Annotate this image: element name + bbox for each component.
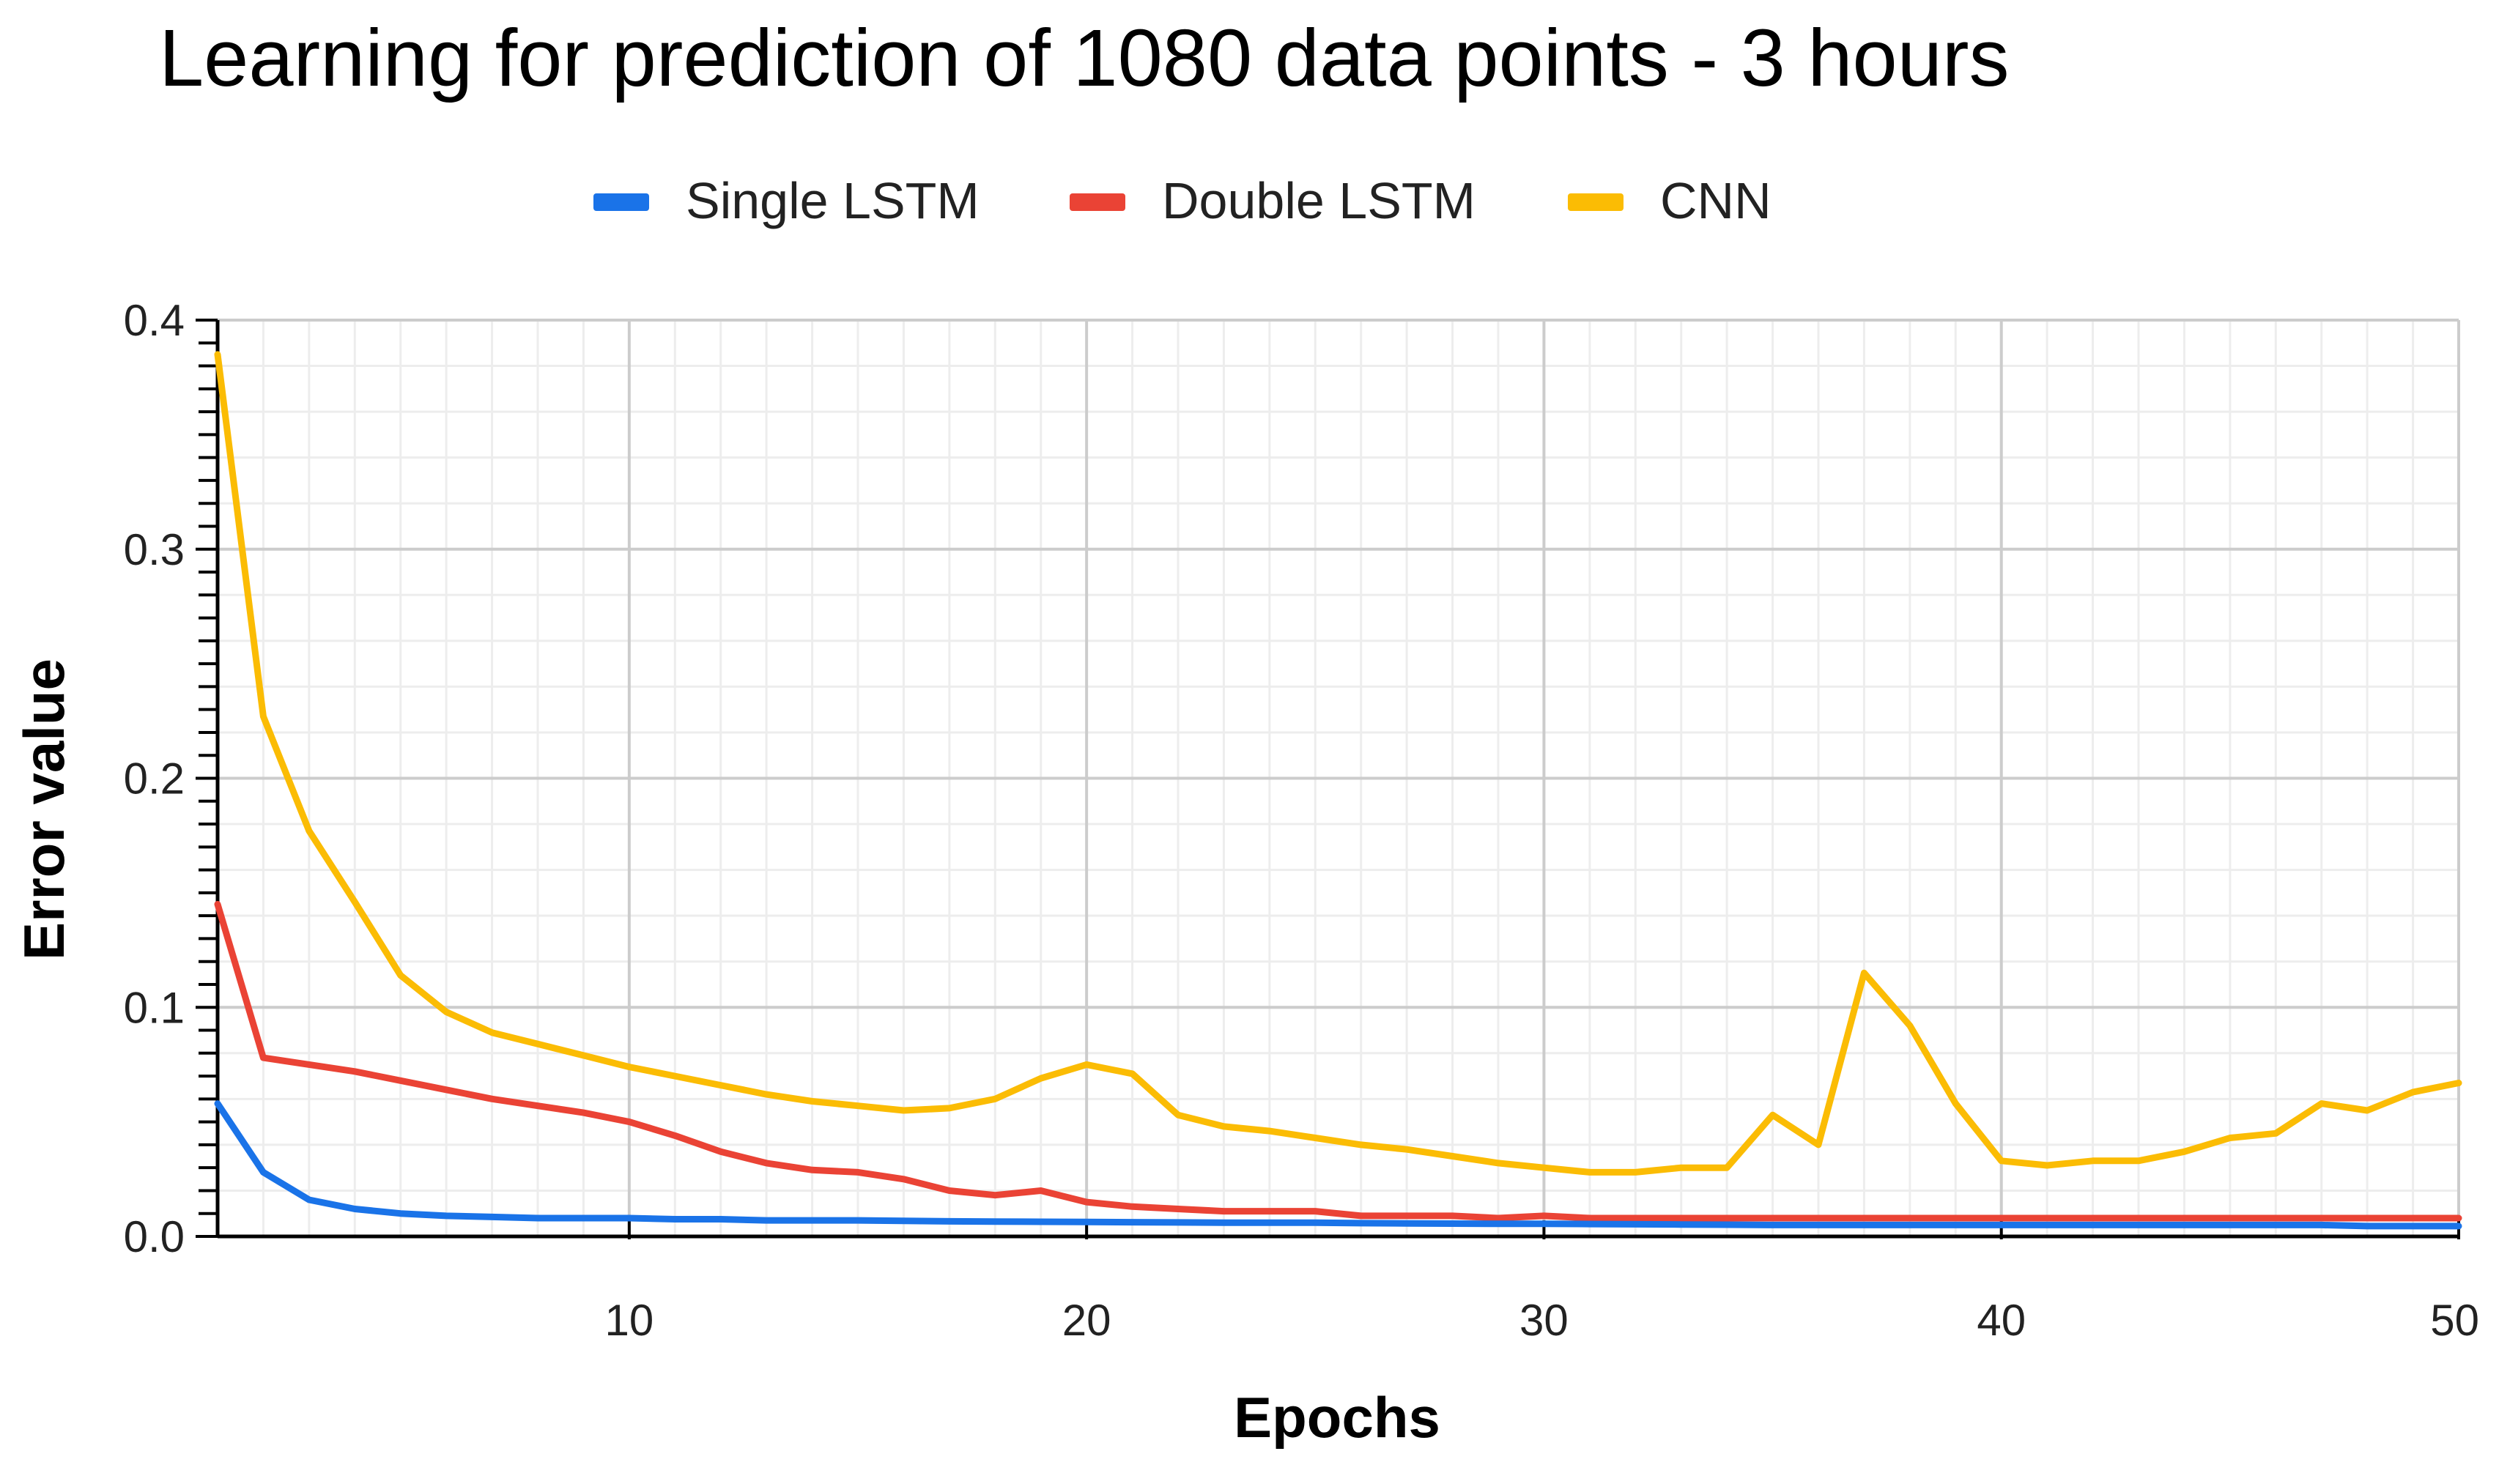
y-tick-label: 0.2 [124, 754, 185, 804]
y-axis-ticks: 0.0 0.1 0.2 0.3 0.4 [124, 296, 218, 1261]
legend-label-cnn: CNN [1660, 172, 1771, 229]
x-tick-label: 50 [2430, 1296, 2479, 1345]
x-tick-label: 40 [1977, 1296, 2026, 1345]
x-tick-label: 20 [1062, 1296, 1111, 1345]
series-line-cnn [214, 351, 2462, 1176]
legend-swatch-double-lstm [1070, 193, 1125, 211]
y-tick-label: 0.1 [124, 983, 185, 1032]
x-tick-label: 30 [1519, 1296, 1569, 1345]
legend-swatch-single-lstm [593, 193, 649, 211]
y-tick-label: 0.0 [124, 1212, 185, 1261]
x-axis-ticks: 10 20 30 40 50 [604, 1220, 2479, 1345]
y-axis-title: Error value [12, 658, 76, 960]
legend-label-single-lstm: Single LSTM [686, 172, 980, 229]
legend-label-double-lstm: Double LSTM [1162, 172, 1476, 229]
chart-title: Learning for prediction of 1080 data poi… [159, 13, 2010, 103]
legend-swatch-cnn [1568, 193, 1624, 211]
y-tick-label: 0.4 [124, 296, 185, 345]
chart-legend: Single LSTM Double LSTM CNN [593, 172, 1771, 229]
y-tick-label: 0.3 [124, 525, 185, 574]
series-lines [214, 351, 2462, 1230]
series-line-single-lstm [214, 1100, 2462, 1230]
x-tick-label: 10 [604, 1296, 654, 1345]
series-line-double-lstm [214, 901, 2462, 1222]
x-axis-title: Epochs [1234, 1385, 1440, 1450]
